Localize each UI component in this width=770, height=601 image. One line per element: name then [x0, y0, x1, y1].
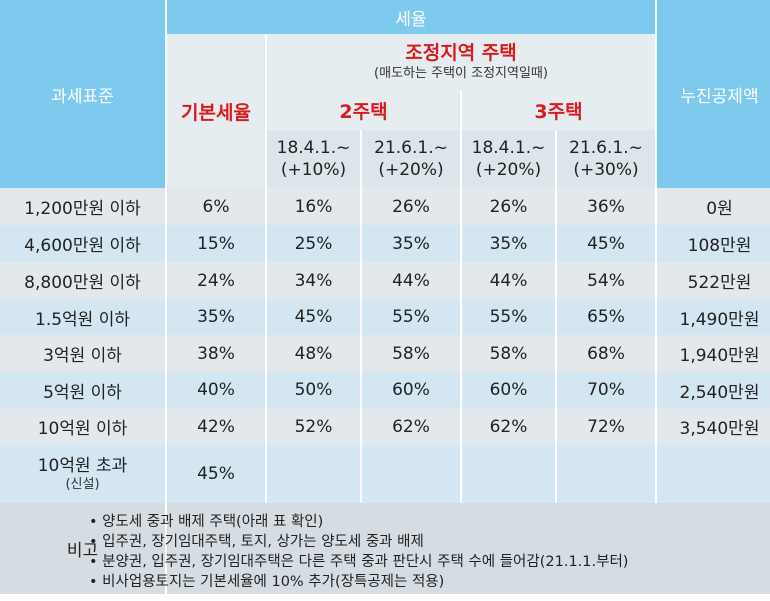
table-cell-basic: 42% — [167, 408, 265, 445]
table-cell-h2b: 26% — [362, 188, 460, 225]
remark-item: 입주권, 장기임대주택, 토지, 상가는 양도세 중과 배제 — [89, 532, 770, 552]
table-cell-h3b: 72% — [557, 408, 655, 445]
table-cell-h2b: 62% — [362, 408, 460, 445]
table-cell-h3b: 65% — [557, 299, 655, 335]
table-cell-deduct: 2,540만원 — [657, 372, 770, 408]
remark-item: 분양권, 입주권, 장기임대주택은 다른 주택 중과 판단시 주택 수에 들어감… — [89, 552, 770, 572]
header-tax-base: 과세표준 — [0, 0, 165, 188]
table-cell-base: 4,600만원 이하 — [0, 225, 165, 262]
table-cell-h3b: 54% — [557, 262, 655, 299]
table-cell-deduct: 522만원 — [657, 262, 770, 299]
table-cell-h3a: 26% — [462, 188, 555, 225]
table-cell-h2b: 44% — [362, 262, 460, 299]
period-date: 21.6.1.~ — [374, 137, 448, 159]
table-cell-basic: 35% — [167, 299, 265, 335]
table-cell-base: 8,800만원 이하 — [0, 262, 165, 299]
period-add: (+20%) — [476, 159, 541, 181]
table-cell-empty — [267, 445, 360, 503]
table-cell-h2b: 60% — [362, 372, 460, 408]
table-cell-empty — [657, 445, 770, 503]
table-cell-h2b: 55% — [362, 299, 460, 335]
period-add: (+20%) — [378, 159, 443, 181]
table-cell-h3b: 36% — [557, 188, 655, 225]
table-cell-h2b: 35% — [362, 225, 460, 262]
header-basic-rate: 기본세율 — [167, 34, 265, 188]
table-cell-base: 1,200만원 이하 — [0, 188, 165, 225]
table-cell-base: 1.5억원 이하 — [0, 299, 165, 335]
table-cell-h2a: 45% — [267, 299, 360, 335]
table-cell-h2a: 34% — [267, 262, 360, 299]
table-cell-basic: 6% — [167, 188, 265, 225]
header-adjusted-area: 조정지역 주택 (매도하는 주택이 조정지역일때) — [267, 34, 655, 90]
period-date: 18.4.1.~ — [277, 137, 351, 159]
table-cell-h3b: 70% — [557, 372, 655, 408]
period-add: (+10%) — [281, 159, 346, 181]
table-cell-empty — [362, 445, 460, 503]
table-cell-deduct: 1,940만원 — [657, 335, 770, 372]
last-row-base-note: (신설) — [65, 477, 99, 494]
table-cell-empty — [462, 445, 555, 503]
table-cell-base: 5억원 이하 — [0, 372, 165, 408]
table-cell-h3b: 45% — [557, 225, 655, 262]
header-period: 18.4.1.~ (+10%) — [267, 130, 360, 188]
period-add: (+30%) — [573, 159, 638, 181]
table-cell-basic: 45% — [167, 445, 265, 503]
table-cell-h2a: 50% — [267, 372, 360, 408]
table-cell-h2b: 58% — [362, 335, 460, 372]
period-date: 21.6.1.~ — [569, 137, 643, 159]
header-period: 21.6.1.~ (+20%) — [362, 130, 460, 188]
table-cell-h3a: 58% — [462, 335, 555, 372]
table-cell-deduct: 3,540만원 — [657, 408, 770, 445]
table-cell-empty — [557, 445, 655, 503]
table-cell-h3a: 35% — [462, 225, 555, 262]
table-cell-h3b: 68% — [557, 335, 655, 372]
table-cell-deduct: 1,490만원 — [657, 299, 770, 335]
header-progressive-deduction: 누진공제액 — [657, 0, 770, 188]
header-two-house: 2주택 — [267, 90, 460, 130]
table-cell-basic: 24% — [167, 262, 265, 299]
adjusted-area-note: (매도하는 주택이 조정지역일때) — [374, 66, 548, 83]
table-cell-h2a: 16% — [267, 188, 360, 225]
table-cell-h3a: 60% — [462, 372, 555, 408]
table-cell-h3a: 44% — [462, 262, 555, 299]
header-period: 18.4.1.~ (+20%) — [462, 130, 555, 188]
header-three-house: 3주택 — [462, 90, 655, 130]
table-cell-base: 10억원 초과 (신설) — [0, 445, 165, 503]
remark-item: 양도세 중과 배제 주택(아래 표 확인) — [89, 512, 770, 532]
table-cell-h2a: 48% — [267, 335, 360, 372]
table-cell-basic: 40% — [167, 372, 265, 408]
table-cell-h2a: 52% — [267, 408, 360, 445]
last-row-base: 10억원 초과 — [38, 455, 128, 477]
table-cell-base: 3억원 이하 — [0, 335, 165, 372]
table-cell-deduct: 0원 — [657, 188, 770, 225]
table-cell-basic: 15% — [167, 225, 265, 262]
table-cell-h3a: 55% — [462, 299, 555, 335]
table-cell-h2a: 25% — [267, 225, 360, 262]
table-cell-basic: 38% — [167, 335, 265, 372]
period-date: 18.4.1.~ — [472, 137, 546, 159]
header-period: 21.6.1.~ (+30%) — [557, 130, 655, 188]
header-tax-rate: 세율 — [167, 0, 655, 34]
table-cell-base: 10억원 이하 — [0, 408, 165, 445]
table-cell-deduct: 108만원 — [657, 225, 770, 262]
adjusted-area-title: 조정지역 주택 — [405, 41, 517, 66]
remark-item: 비사업용토지는 기본세율에 10% 추가(장특공제는 적용) — [89, 572, 770, 592]
table-cell-h3a: 62% — [462, 408, 555, 445]
remarks-list: 양도세 중과 배제 주택(아래 표 확인) 입주권, 장기임대주택, 토지, 상… — [167, 503, 770, 594]
